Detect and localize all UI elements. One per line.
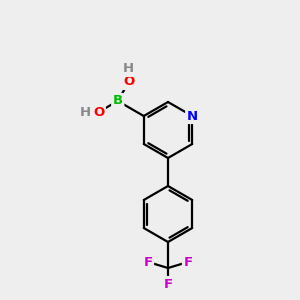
Text: B: B <box>113 94 123 107</box>
Text: O: O <box>123 75 134 88</box>
Text: N: N <box>187 110 198 122</box>
Text: F: F <box>183 256 193 268</box>
Text: O: O <box>93 106 104 118</box>
Text: H: H <box>80 106 91 118</box>
Text: F: F <box>164 278 172 290</box>
Text: H: H <box>123 62 134 75</box>
Text: F: F <box>143 256 153 268</box>
